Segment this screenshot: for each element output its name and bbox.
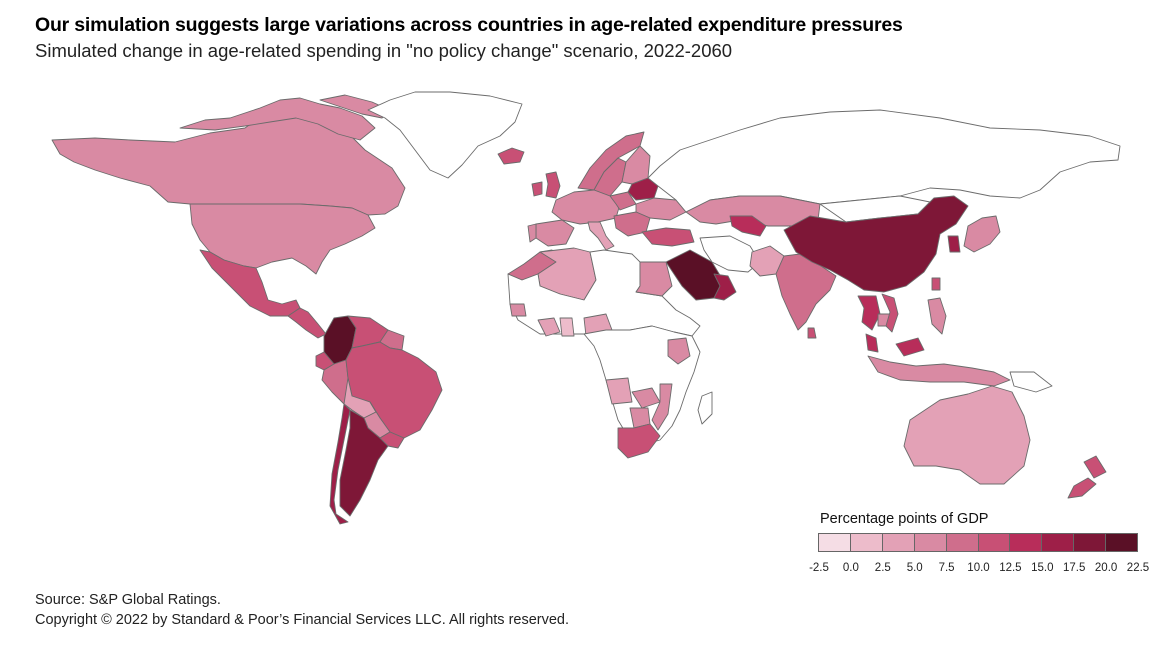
region-canada: [179, 97, 376, 141]
region-portugal: [527, 223, 537, 243]
legend-swatch: [819, 534, 851, 551]
source-text: Source: S&P Global Ratings.: [35, 592, 221, 608]
region-thailand: [857, 295, 881, 331]
region-uruguay: [379, 431, 405, 449]
region-ireland: [531, 181, 543, 197]
legend-swatch: [882, 534, 915, 551]
legend-tick-label: 2.5: [874, 562, 891, 574]
region-united-kingdom: [545, 171, 561, 199]
region-australia: [903, 385, 1031, 485]
region-senegal: [509, 303, 527, 317]
region-new-zealand: [1067, 477, 1097, 499]
region-mexico: [199, 249, 301, 317]
legend-tick-label: 22.5: [1126, 562, 1150, 574]
region-angola: [605, 377, 633, 405]
region-sri-lanka: [807, 327, 817, 339]
region-oman: [713, 273, 737, 301]
legend-tick-label: 10.0: [967, 562, 990, 574]
legend-swatch: [1010, 534, 1043, 551]
region-egypt: [635, 261, 673, 297]
region-iceland: [497, 147, 525, 165]
region-kenya: [667, 337, 691, 365]
chart-subtitle: Simulated change in age-related spending…: [35, 40, 733, 61]
region-chile: [329, 403, 351, 525]
legend-color-scale: [818, 533, 1138, 552]
legend-tick-label: 7.5: [938, 562, 955, 574]
region-poland: [609, 191, 637, 211]
legend-swatch: [850, 534, 883, 551]
region-iran: [699, 235, 761, 273]
copyright-text: Copyright © 2022 by Standard & Poor’s Fi…: [35, 612, 570, 628]
legend-swatch: [1106, 534, 1138, 551]
legend-tick-label: 15.0: [1031, 562, 1054, 574]
region-indonesia: [867, 355, 1011, 387]
legend-tick-label: 0.0: [842, 562, 859, 574]
legend-tick-label: 12.5: [999, 562, 1022, 574]
region-uzbekistan: [729, 215, 767, 237]
region-central-america: [287, 307, 327, 339]
legend-tick-label: 5.0: [906, 562, 923, 574]
legend-tick-label: 20.0: [1094, 562, 1118, 574]
legend-swatch: [946, 534, 979, 551]
region-new-zealand: [1083, 455, 1107, 479]
region-vietnam: [881, 293, 899, 333]
region-philippines: [927, 297, 947, 335]
region-mozambique: [651, 383, 673, 431]
region-papua-new-guinea: [1009, 371, 1053, 393]
chart-title: Our simulation suggests large variations…: [35, 14, 903, 36]
legend-swatch: [914, 534, 947, 551]
region-canada: [51, 107, 406, 216]
region-japan: [963, 215, 1001, 253]
region-india: [775, 253, 837, 331]
region-russia: [647, 109, 1121, 213]
region-malaysia: [865, 333, 879, 353]
legend-swatch: [1074, 534, 1107, 551]
legend-tick-label: 17.5: [1062, 562, 1086, 574]
legend-swatch: [978, 534, 1011, 551]
legend-ticks: -2.5 0.0 2.5 5.0 7.5 10.0 12.5 15.0 17.5 20.0 22.5: [0, 562, 1171, 578]
region-greenland: [367, 91, 523, 179]
region-turkey: [641, 227, 695, 247]
region-south-africa: [617, 423, 661, 459]
region-ghana: [559, 317, 575, 337]
region-malaysia: [895, 337, 925, 357]
region-taiwan: [931, 277, 941, 291]
region-argentina: [339, 409, 389, 517]
region-south-korea: [947, 235, 961, 253]
source-note: Source: S&P Global Ratings. Copyright © …: [35, 590, 569, 630]
region-italy: [587, 221, 615, 251]
legend-swatch: [1042, 534, 1075, 551]
region-china: [783, 195, 969, 293]
region-madagascar: [697, 391, 713, 425]
legend-title: Percentage points of GDP: [820, 511, 989, 527]
legend-tick-label: -2.5: [809, 562, 829, 574]
region-spain: [535, 219, 575, 247]
region-ivory-coast: [537, 317, 561, 337]
